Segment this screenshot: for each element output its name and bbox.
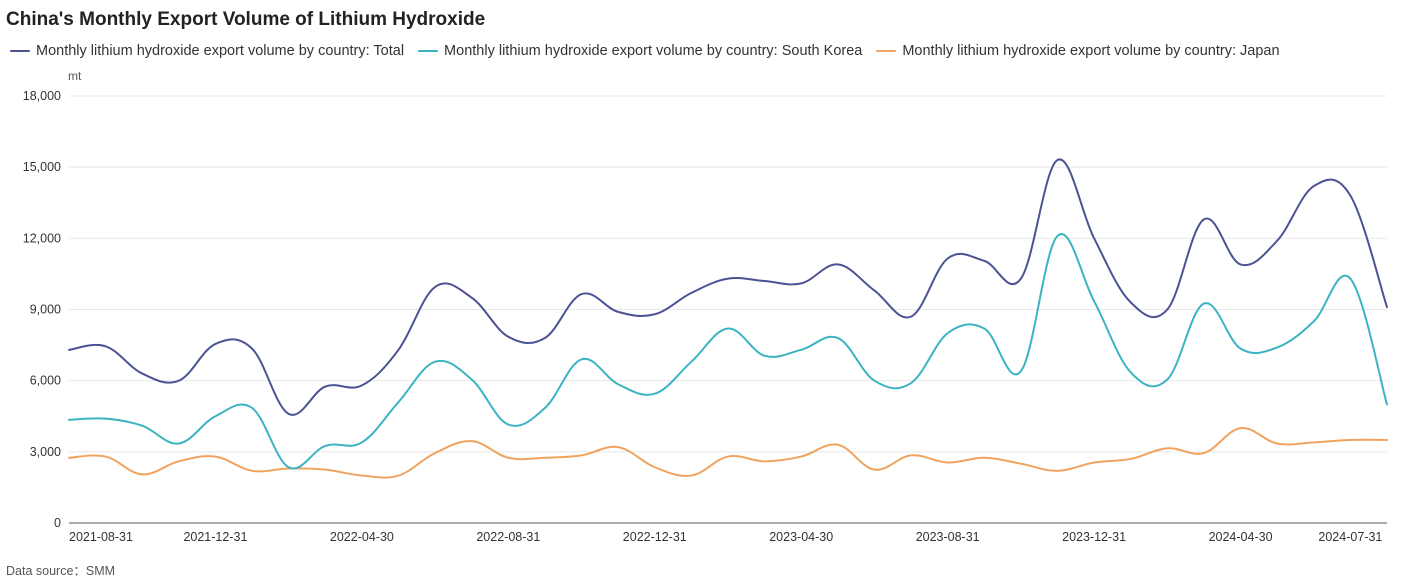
x-tick-label: 2024-04-30 [1209, 530, 1273, 544]
legend-item-japan[interactable]: Monthly lithium hydroxide export volume … [876, 43, 1280, 59]
x-tick-label: 2023-04-30 [769, 530, 833, 544]
legend-swatch-japan [876, 50, 897, 52]
x-tick-label: 2021-08-31 [69, 530, 133, 544]
legend-swatch-south-korea [418, 50, 439, 52]
y-tick-label: 6,000 [30, 374, 61, 388]
x-tick-label: 2024-07-31 [1318, 530, 1382, 544]
legend-label-south-korea: Monthly lithium hydroxide export volume … [444, 43, 863, 59]
y-axis-ticks: 0 3,000 6,000 9,000 12,000 15,000 18,000 [23, 89, 61, 530]
x-tick-label: 2021-12-31 [183, 530, 247, 544]
chart-title: China's Monthly Export Volume of Lithium… [6, 9, 486, 30]
legend-swatch-total [10, 50, 30, 52]
y-tick-label: 9,000 [30, 303, 61, 317]
y-tick-label: 18,000 [23, 89, 61, 103]
data-source: Data source：SMM [6, 564, 116, 578]
series-line-south-korea[interactable] [68, 233, 1388, 470]
legend-label-total: Monthly lithium hydroxide export volume … [36, 43, 405, 59]
series-line-total[interactable] [68, 158, 1388, 416]
y-tick-label: 3,000 [30, 445, 61, 459]
legend-item-south-korea[interactable]: Monthly lithium hydroxide export volume … [418, 43, 862, 59]
x-tick-label: 2022-08-31 [476, 530, 540, 544]
legend-item-total[interactable]: Monthly lithium hydroxide export volume … [10, 43, 404, 59]
x-tick-label: 2023-08-31 [916, 530, 980, 544]
y-tick-label: 12,000 [23, 231, 61, 245]
x-tick-label: 2022-04-30 [330, 530, 394, 544]
y-tick-label: 0 [54, 516, 61, 530]
x-tick-label: 2023-12-31 [1062, 530, 1126, 544]
legend-label-japan: Monthly lithium hydroxide export volume … [902, 43, 1280, 59]
grid-lines [69, 95, 1387, 524]
x-axis-ticks: 2021-08-31 2021-12-31 2022-04-30 2022-08-31… [69, 530, 1382, 544]
y-axis-unit: mt [68, 69, 82, 83]
chart-legend: Monthly lithium hydroxide export volume … [10, 43, 1280, 59]
x-tick-label: 2022-12-31 [623, 530, 687, 544]
series-line-japan[interactable] [68, 427, 1388, 479]
series-lines [68, 158, 1388, 479]
y-tick-label: 15,000 [23, 160, 61, 174]
